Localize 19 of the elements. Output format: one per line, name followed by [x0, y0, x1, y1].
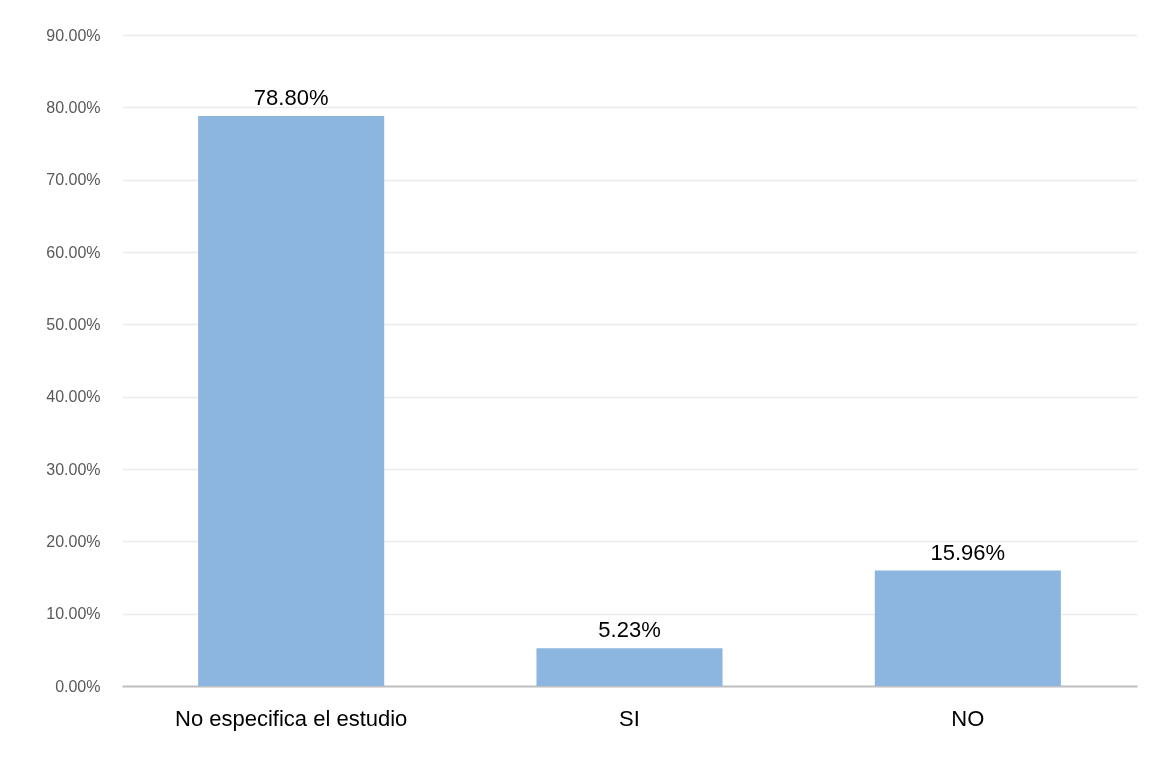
y-tick-label: 30.00% — [46, 460, 101, 478]
bar — [874, 570, 1061, 686]
data-label: 5.23% — [598, 617, 661, 643]
y-tick-label: 80.00% — [46, 98, 101, 116]
data-label: 78.80% — [253, 85, 329, 111]
y-tick-label: 40.00% — [46, 388, 101, 406]
y-tick-label: 50.00% — [46, 315, 101, 333]
y-tick-label: 20.00% — [46, 532, 101, 550]
bar — [536, 648, 723, 686]
x-tick-label: No especifica el estudio — [174, 705, 408, 731]
y-tick-label: 70.00% — [46, 171, 101, 189]
y-tick-label: 60.00% — [46, 243, 101, 261]
y-tick-label: 0.00% — [55, 677, 101, 695]
x-tick-label: NO — [951, 705, 985, 731]
data-label: 15.96% — [930, 539, 1006, 565]
y-tick-label: 90.00% — [46, 26, 101, 44]
x-tick-label: SI — [619, 705, 640, 731]
bar — [198, 116, 385, 686]
y-tick-label: 10.00% — [46, 605, 101, 623]
